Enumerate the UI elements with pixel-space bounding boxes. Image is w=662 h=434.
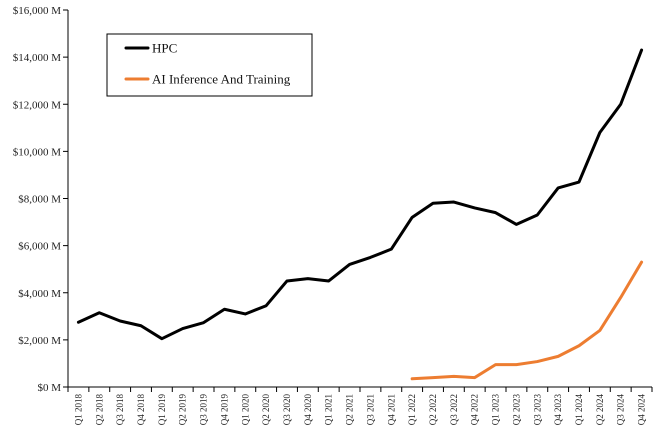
x-tick-label: Q2 2022 [428,394,438,425]
x-tick-label: Q1 2021 [324,394,334,425]
y-tick-label: $0 M [37,382,61,394]
series-line-hpc [76,48,644,341]
x-tick-label: Q4 2018 [136,394,146,426]
y-tick-label: $6,000 M [18,241,61,253]
x-tick-label: Q1 2023 [491,394,501,426]
legend: HPC AI Inference And Training [106,33,313,97]
x-tick-label: Q3 2020 [282,394,292,426]
series-line-ai-inference-and-training [410,260,644,381]
x-tick-label: Q4 2020 [303,394,313,426]
y-axis-ticks: $0 M $2,000 M $4,000 M $6,000 M $8,000 M $10,… [13,5,68,394]
x-tick-label: Q2 2023 [511,394,521,426]
x-tick-label: Q2 2021 [345,394,355,425]
x-tick-label: Q2 2024 [595,394,605,426]
x-tick-label: Q1 2020 [240,394,250,426]
x-tick-label: Q3 2021 [365,394,375,425]
x-tick-label: Q3 2023 [532,394,542,426]
y-tick-label: $2,000 M [18,335,61,347]
y-tick-label: $4,000 M [18,288,61,300]
y-tick-label: $16,000 M [13,5,62,17]
x-tick-label: Q1 2018 [73,394,83,426]
x-tick-label: Q1 2022 [407,394,417,425]
y-tick-label: $10,000 M [13,146,62,158]
x-tick-label: Q4 2024 [637,394,647,426]
x-tick-label: Q4 2019 [219,394,229,426]
y-tick-label: $12,000 M [13,99,62,111]
x-tick-label: Q3 2019 [199,394,209,426]
x-tick-label: Q3 2022 [449,394,459,425]
x-tick-label: Q2 2020 [261,394,271,426]
x-tick-label: Q2 2019 [178,394,188,426]
series-lines [76,48,644,381]
y-tick-label: $14,000 M [13,52,62,64]
x-axis-ticks: Q1 2018 Q2 2018 Q3 2018 Q4 2018 Q1 2019 Q2 20… [67,387,653,426]
x-tick-label: Q1 2024 [574,394,584,426]
legend-label-hpc: HPC [152,41,177,56]
x-tick-label: Q4 2021 [386,394,396,425]
legend-box [106,33,313,97]
x-tick-label: Q4 2023 [553,394,563,426]
legend-label-ai-inference-and-training: AI Inference And Training [152,72,291,87]
x-tick-label: Q1 2019 [157,394,167,426]
x-tick-label: Q4 2022 [470,394,480,425]
x-tick-label: Q3 2018 [115,394,125,426]
y-tick-label: $8,000 M [18,194,61,206]
x-tick-label: Q3 2024 [616,394,626,426]
x-tick-label: Q2 2018 [94,394,104,426]
